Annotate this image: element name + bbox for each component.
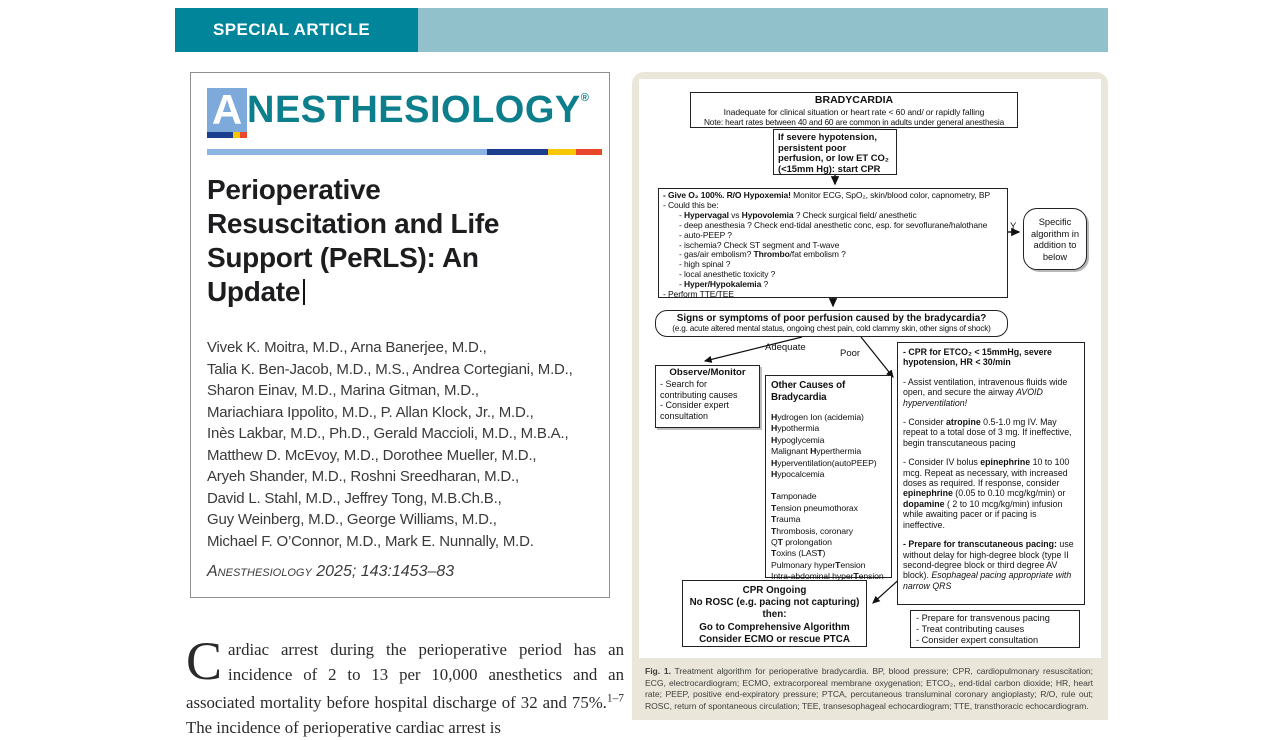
registered-mark: ® <box>580 92 589 104</box>
author-line: Michael F. O’Connor, M.D., Mark E. Nunna… <box>207 532 534 550</box>
title-line: Update <box>207 275 597 309</box>
cpr-ongoing-box: CPR Ongoing No ROSC (e.g. pacing not cap… <box>682 580 867 647</box>
journal-page: { "banner": { "label": "SPECIAL ARTICLE"… <box>175 8 1108 738</box>
anesthesiology-logo: A NESTHESIOLOGY® <box>207 88 589 138</box>
branch-label-adequate: Adequate <box>765 342 806 353</box>
section-banner-label-area: SPECIAL ARTICLE <box>175 8 418 52</box>
author-line: Guy Weinberg, M.D., George Williams, M.D… <box>207 511 497 528</box>
author-list: Vivek K. Moitra, M.D., Arna Banerjee, M.… <box>207 337 602 552</box>
author-line: Sharon Einav, M.D., Marina Gitman, M.D., <box>207 382 479 399</box>
logo-color-bar <box>207 149 602 155</box>
assessment-box: - Give O₂ 100%. R/O Hypoxemia! Monitor E… <box>658 188 1008 298</box>
author-line: Talia K. Ben-Jacob, M.D., M.S., Andrea C… <box>207 360 573 378</box>
logo-a-letter: A <box>207 88 247 132</box>
section-banner-strip <box>418 8 1108 52</box>
figure-caption: Fig. 1. Treatment algorithm for perioper… <box>645 666 1093 711</box>
journal-citation: Anesthesiology 2025; 143:1453–83 <box>207 563 455 580</box>
article-header-card: A NESTHESIOLOGY® Perioperative Resuscita… <box>190 72 610 598</box>
section-label: SPECIAL ARTICLE <box>213 20 371 39</box>
author-line: Inès Lakbar, M.D., Ph.D., Gerald Macciol… <box>207 425 569 442</box>
text-caret <box>303 279 306 305</box>
flowchart-canvas: BRADYCARDIA Inadequate for clinical situ… <box>639 79 1101 658</box>
other-causes-box: Other Causes of Bradycardia Hydrogen Ion… <box>765 375 892 581</box>
body-text: ardiac arrest during the perioperative p… <box>186 639 624 738</box>
title-line: Resuscitation and Life <box>207 208 500 239</box>
section-banner: SPECIAL ARTICLE <box>175 8 1108 52</box>
branch-label-poor: Poor <box>840 348 861 359</box>
logo-a-block: A <box>207 88 247 138</box>
title-line: Support (PeRLS): An <box>207 242 479 273</box>
branch-label-yes: Y <box>1010 221 1017 232</box>
logo-a-stripe <box>207 132 247 138</box>
bradycardia-box: BRADYCARDIA Inadequate for clinical situ… <box>690 92 1018 128</box>
bradycardia-title: BRADYCARDIA <box>814 94 894 106</box>
title-line: Perioperative <box>207 174 381 205</box>
author-line: Mariachiara Ippolito, M.D., P. Allan Klo… <box>207 403 534 421</box>
drop-cap: C <box>186 630 223 691</box>
specific-algorithm-box: Specific algorithm in addition to below <box>1023 208 1087 270</box>
logo-wordmark: NESTHESIOLOGY <box>247 89 581 131</box>
cpr-treatment-box: - CPR for ETCO₂ < 15mmHg, severe hypoten… <box>897 342 1085 605</box>
perfusion-question-box: Signs or symptoms of poor perfusion caus… <box>655 310 1008 337</box>
author-line: Vivek K. Moitra, M.D., Arna Banerjee, M.… <box>207 339 487 356</box>
author-line: Matthew D. McEvoy, M.D., Dorothee Muelle… <box>207 446 537 464</box>
author-line: Aryeh Shander, M.D., Roshni Sreedharan, … <box>207 468 519 485</box>
observe-monitor-box: Observe/Monitor - Search for contributin… <box>655 365 760 428</box>
start-cpr-box: If severe hypotension, persistent poor p… <box>773 129 897 175</box>
transvenous-pacing-box: - Prepare for transvenous pacing - Treat… <box>910 610 1080 648</box>
author-line: David L. Stahl, M.D., Jeffrey Tong, M.B.… <box>207 489 502 507</box>
figure-1-panel: BRADYCARDIA Inadequate for clinical situ… <box>632 72 1108 720</box>
article-title[interactable]: Perioperative Resuscitation and Life Sup… <box>207 173 597 309</box>
